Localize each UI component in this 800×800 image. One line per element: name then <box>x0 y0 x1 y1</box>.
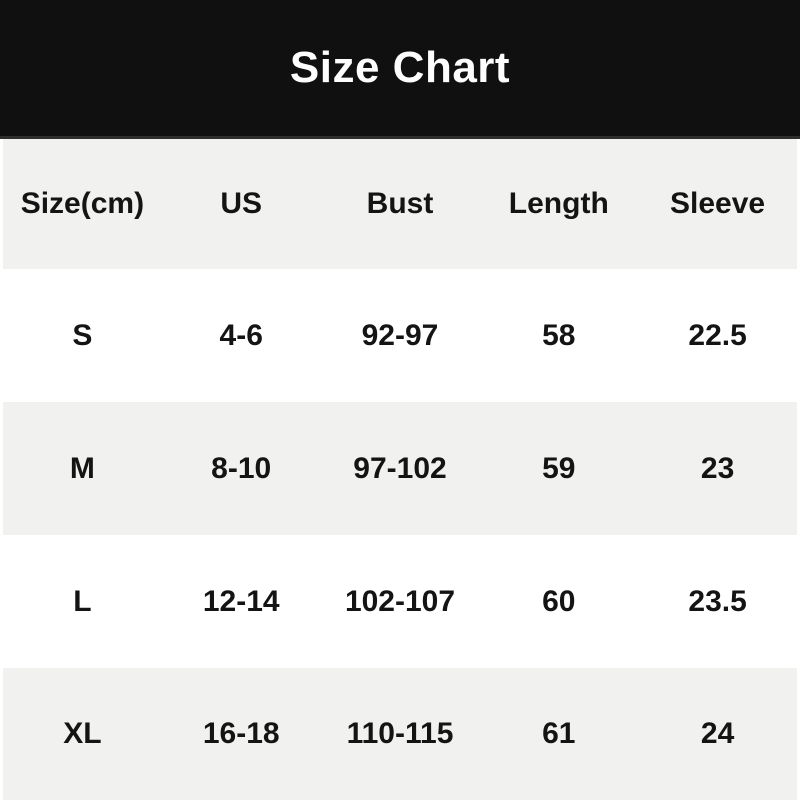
cell-length: 61 <box>542 717 576 750</box>
cell-length: 60 <box>542 584 576 618</box>
cell-sleeve: 23 <box>700 451 735 485</box>
size-chart-banner: Size Chart <box>0 0 800 139</box>
table-header-row: Size(cm) US Bust Length Sleeve <box>3 139 797 269</box>
cell-sleeve: 22.5 <box>688 318 747 352</box>
cell-size: M <box>69 451 95 485</box>
size-table: Size(cm) US Bust Length Sleeve S 4-6 92-… <box>0 139 800 800</box>
cell-us: 12-14 <box>202 584 280 618</box>
cell-sleeve: 23.5 <box>688 584 747 618</box>
cell-bust: 92-97 <box>361 318 439 352</box>
column-header-sleeve: Sleeve <box>670 187 766 220</box>
cell-us: 4-6 <box>219 318 263 352</box>
cell-bust: 97-102 <box>353 451 447 485</box>
column-header-us: US <box>220 187 263 220</box>
cell-bust: 102-107 <box>344 584 456 618</box>
table-row-xl: XL 16-18 110-115 61 24 <box>3 668 797 800</box>
cell-length: 58 <box>542 318 576 352</box>
cell-length: 59 <box>542 451 576 485</box>
table-row-m: M 8-10 97-102 59 23 <box>3 402 797 535</box>
cell-size: S <box>72 318 93 352</box>
cell-size: XL <box>63 717 102 750</box>
column-header-size: Size(cm) <box>20 187 145 220</box>
column-header-bust: Bust <box>366 187 434 220</box>
cell-sleeve: 24 <box>700 717 735 750</box>
table-row-l: L 12-14 102-107 60 23.5 <box>3 535 797 668</box>
cell-us: 8-10 <box>211 451 272 485</box>
page-title: Size Chart <box>289 43 511 92</box>
cell-bust: 110-115 <box>346 717 454 750</box>
column-header-length: Length <box>508 187 609 220</box>
cell-us: 16-18 <box>202 717 280 750</box>
table-row-s: S 4-6 92-97 58 22.5 <box>3 269 797 402</box>
cell-size: L <box>73 584 92 618</box>
